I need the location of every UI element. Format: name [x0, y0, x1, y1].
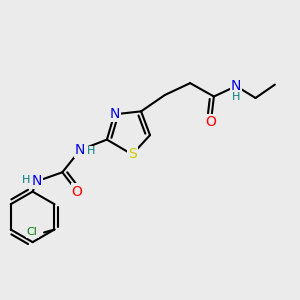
Text: Cl: Cl [27, 227, 38, 238]
Text: N: N [32, 174, 42, 188]
Text: H: H [22, 175, 30, 185]
Text: H: H [87, 146, 96, 157]
Text: S: S [128, 148, 136, 161]
Text: N: N [109, 107, 119, 121]
Text: H: H [232, 92, 240, 102]
Text: O: O [72, 184, 83, 199]
Text: N: N [231, 79, 242, 93]
Text: O: O [206, 115, 216, 129]
Text: N: N [75, 143, 85, 157]
